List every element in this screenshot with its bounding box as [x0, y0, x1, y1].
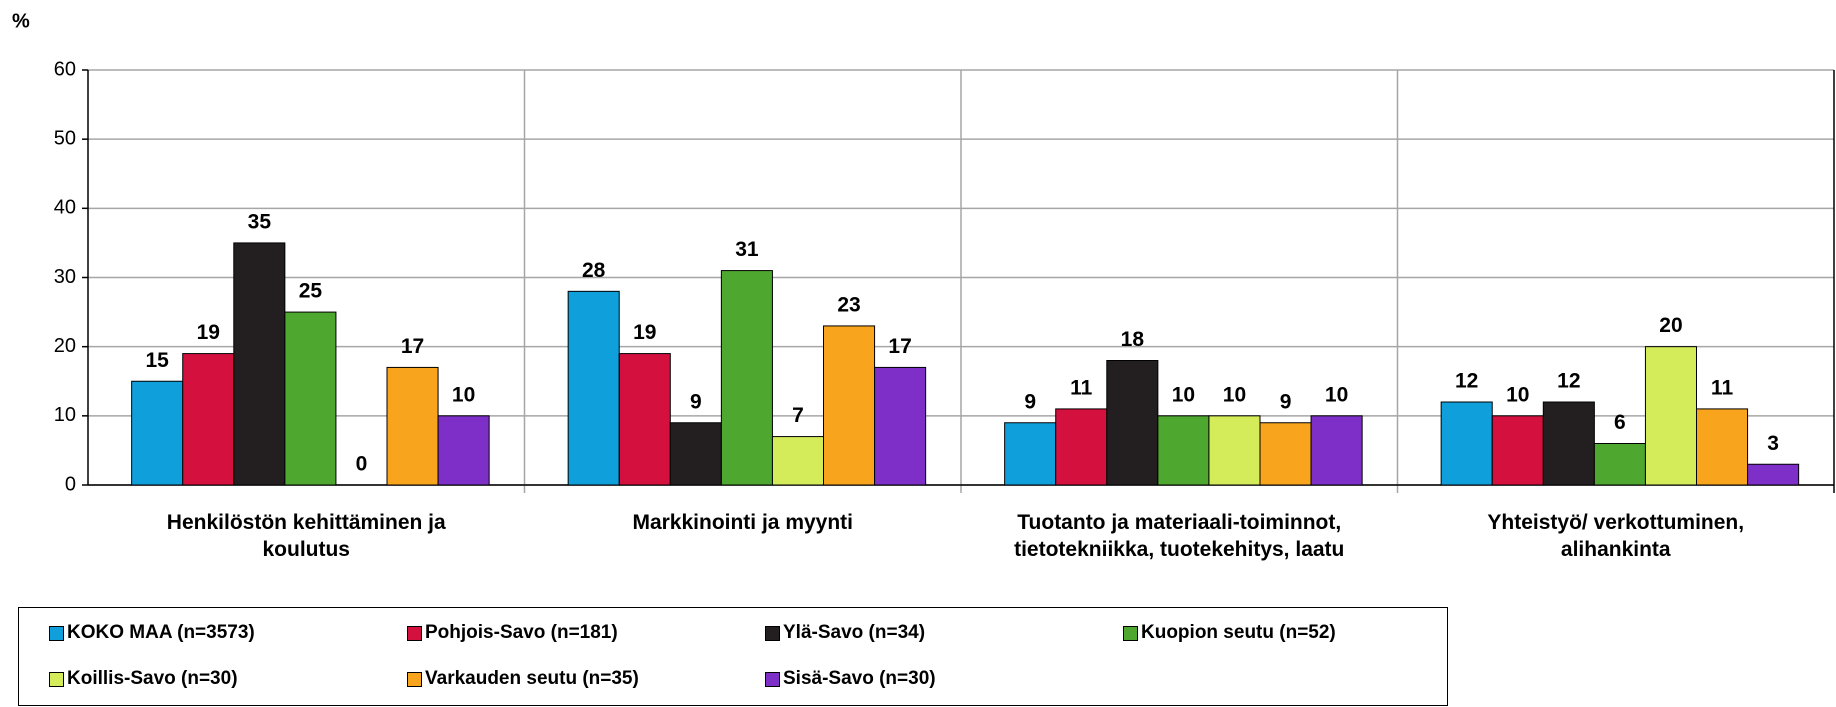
legend-label: Ylä-Savo (n=34) [783, 622, 926, 643]
legend-swatch [49, 625, 64, 641]
legend-item: Varkauden seutu (n=35) [407, 668, 639, 690]
bar [233, 242, 286, 486]
bar [1644, 346, 1698, 486]
bar [1696, 408, 1749, 486]
x-tick-label: Henkilöstön kehittäminen ja koulutus [166, 511, 446, 561]
bar [131, 380, 184, 486]
bar [1055, 408, 1108, 486]
legend-swatch [407, 671, 422, 687]
value-label: 11 [1711, 376, 1734, 399]
bar [182, 353, 235, 486]
value-label: 31 [735, 238, 759, 261]
legend-label: Kuopion seutu (n=52) [1141, 622, 1336, 643]
value-label: 19 [633, 321, 656, 344]
legend: KOKO MAA (n=3573) Pohjois-Savo (n=181) Ylä… [18, 607, 1448, 706]
legend-label: KOKO MAA (n=3573) [67, 622, 255, 643]
x-tick-label: Tuotanto ja materiaali-toiminnot, tietot… [1014, 511, 1345, 561]
legend-item: Kuopion seutu (n=52) [1123, 622, 1336, 644]
legend-label: Koillis-Savo (n=30) [67, 668, 238, 689]
y-axis-label: % [12, 10, 30, 32]
value-label: 10 [1223, 383, 1246, 406]
value-label: 17 [888, 335, 911, 358]
value-label: 9 [1024, 390, 1036, 413]
legend-swatch [1123, 625, 1138, 641]
bar [1542, 401, 1595, 486]
x-tick-label: Markkinointi ja myynti [632, 511, 854, 534]
bar [874, 366, 927, 486]
bar [437, 415, 490, 486]
legend-label: Varkauden seutu (n=35) [425, 668, 639, 689]
value-label: 9 [690, 390, 702, 413]
y-tick-label: 20 [54, 335, 76, 357]
y-tick-label: 50 [54, 127, 76, 149]
value-label: 12 [1557, 370, 1580, 393]
value-label: 15 [146, 349, 170, 372]
y-tick-label: 0 [65, 473, 76, 495]
y-tick-label: 10 [54, 404, 76, 426]
bar [567, 290, 620, 486]
bar [1106, 360, 1159, 486]
value-label: 10 [1172, 383, 1195, 406]
value-label: 23 [837, 293, 860, 316]
x-tick-label: Yhteistyö/ verkottuminen, alihankinta [1487, 511, 1745, 561]
bar [1259, 422, 1312, 486]
bar [1208, 415, 1261, 486]
y-tick-label: 60 [54, 58, 76, 80]
value-label: 10 [1506, 383, 1529, 406]
bar [720, 270, 773, 486]
bar [386, 366, 439, 486]
bar [1157, 415, 1210, 486]
legend-item: Pohjois-Savo (n=181) [407, 622, 618, 644]
bar [1491, 415, 1544, 486]
value-label: 18 [1121, 328, 1145, 351]
value-label: 17 [401, 335, 424, 358]
bar [284, 311, 337, 486]
bar [618, 353, 671, 486]
value-label: 28 [582, 259, 606, 282]
value-label: 6 [1614, 411, 1626, 434]
legend-swatch [49, 671, 64, 687]
legend-label: Pohjois-Savo (n=181) [425, 622, 618, 643]
value-label: 20 [1659, 314, 1682, 337]
value-label: 7 [792, 404, 804, 427]
bar [771, 436, 825, 486]
legend-label: Sisä-Savo (n=30) [783, 668, 936, 689]
value-label: 10 [452, 383, 475, 406]
y-tick-label: 40 [54, 197, 76, 219]
bar [669, 422, 722, 486]
bar [1004, 422, 1057, 486]
bar [823, 325, 876, 486]
value-label: 3 [1767, 432, 1779, 455]
bar [1440, 401, 1493, 486]
legend-swatch [765, 671, 780, 687]
value-label: 10 [1325, 383, 1348, 406]
legend-item: Koillis-Savo (n=30) [49, 668, 238, 690]
value-label: 35 [248, 210, 272, 233]
legend-swatch [765, 625, 780, 641]
y-tick-label: 30 [54, 266, 76, 288]
legend-swatch [407, 625, 422, 641]
value-label: 12 [1455, 370, 1478, 393]
value-label: 9 [1280, 390, 1292, 413]
bar [1310, 415, 1363, 486]
legend-item: KOKO MAA (n=3573) [49, 622, 255, 644]
value-label: 11 [1070, 376, 1093, 399]
value-label: 19 [197, 321, 220, 344]
value-label: 0 [356, 453, 368, 476]
bar [1747, 463, 1800, 486]
bar [1593, 443, 1646, 486]
legend-item: Sisä-Savo (n=30) [765, 668, 936, 690]
legend-item: Ylä-Savo (n=34) [765, 622, 925, 644]
value-label: 25 [299, 280, 323, 303]
